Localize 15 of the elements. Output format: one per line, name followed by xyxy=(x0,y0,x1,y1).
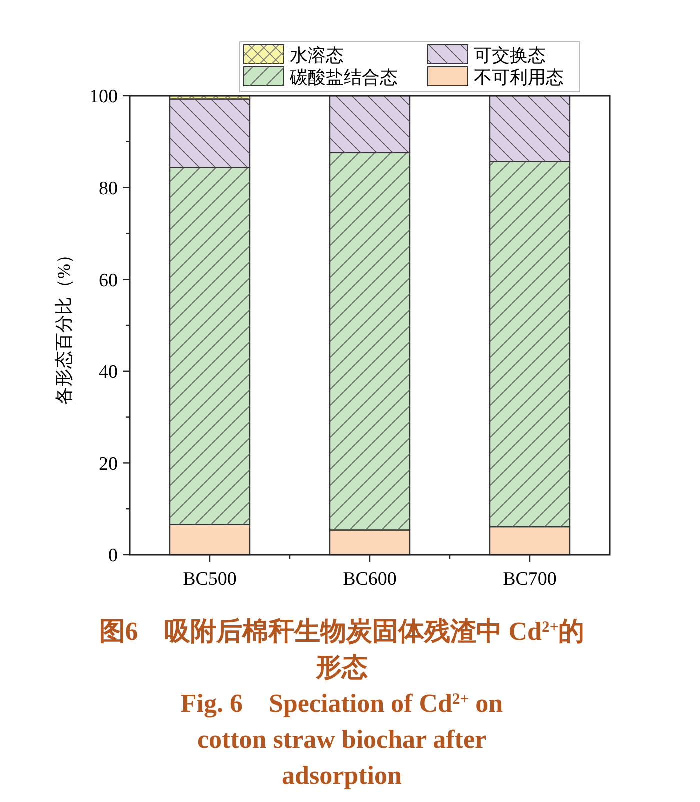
x-tick-label: BC700 xyxy=(503,569,557,590)
y-tick-label: 60 xyxy=(99,270,118,292)
legend-label: 可交换态 xyxy=(474,45,546,66)
text: Fig. 6 Speciation of Cd$^{2+}$ on cotton straw biochar after adsorption xyxy=(180,689,504,790)
y-tick-label: 80 xyxy=(99,178,118,200)
y-tick-label: 100 xyxy=(90,86,118,108)
x-tick-label: BC500 xyxy=(183,569,237,590)
legend-label: 碳酸盐结合态 xyxy=(289,67,398,88)
legend-label: 不可利用态 xyxy=(474,67,564,88)
y-tick-label: 40 xyxy=(99,362,118,384)
legend-label: 水溶态 xyxy=(290,45,344,66)
y-tick-label: 20 xyxy=(99,454,118,475)
y-tick-label: 0 xyxy=(108,546,118,567)
x-tick-label: BC600 xyxy=(343,569,397,590)
y-axis-title: 各形态百分比（%） xyxy=(54,246,74,405)
